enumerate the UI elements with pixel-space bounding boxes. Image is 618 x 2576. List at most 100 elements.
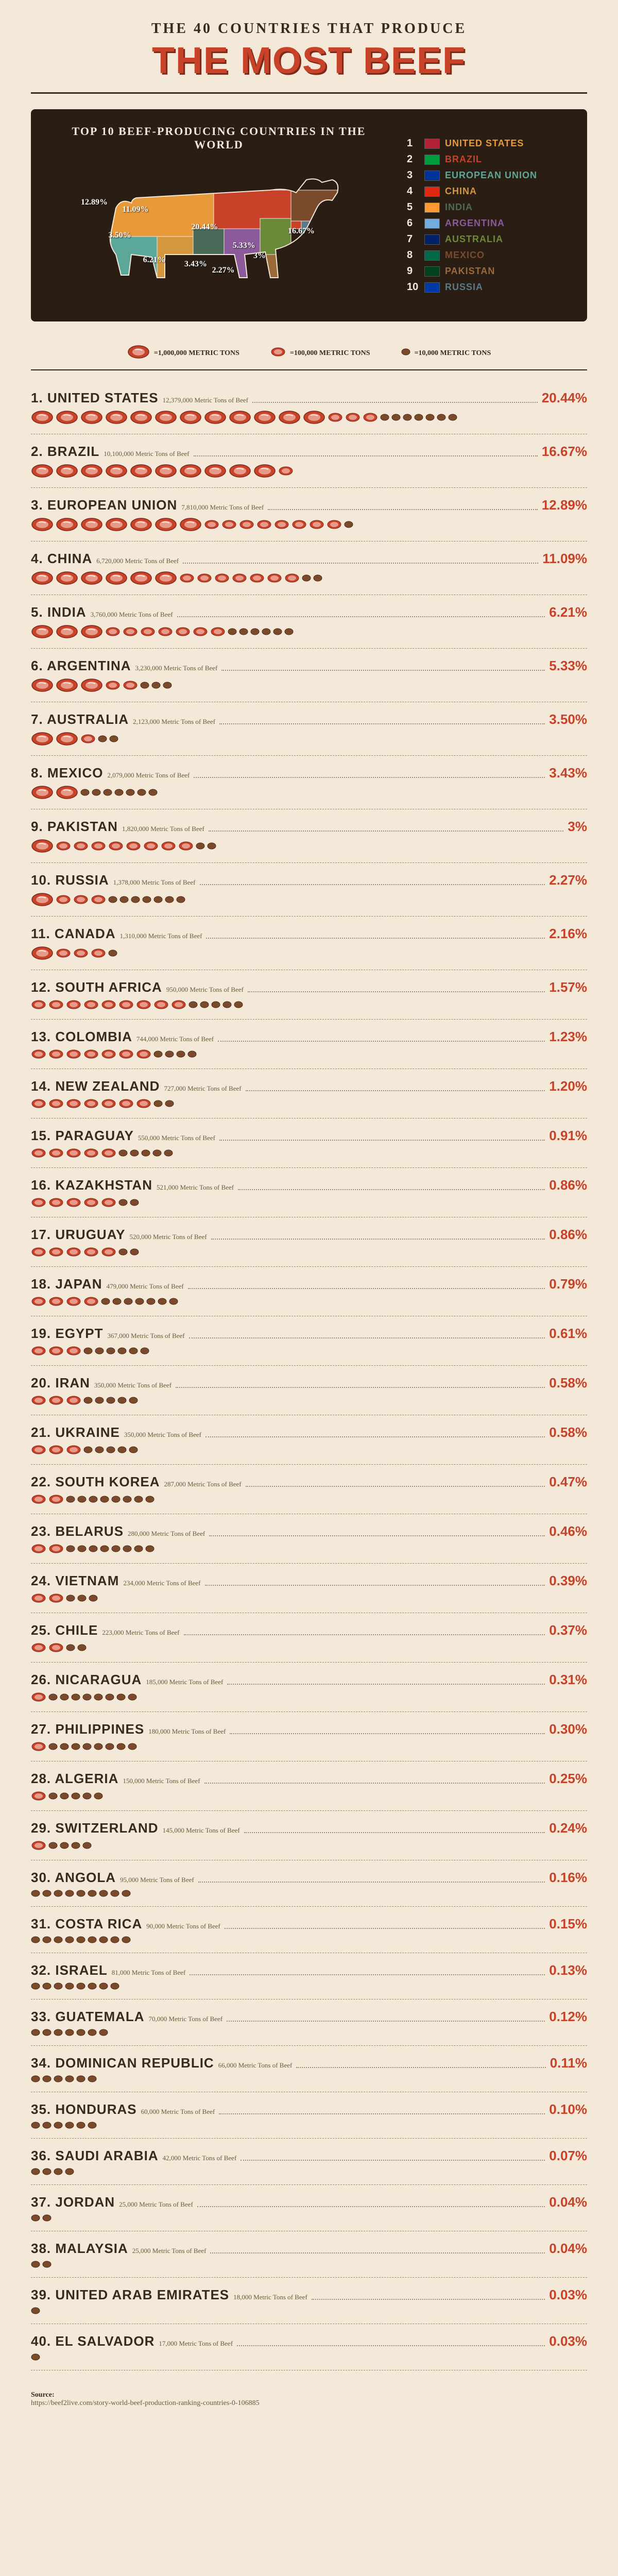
steak-small-icon	[129, 1347, 138, 1354]
steak-med-icon	[161, 841, 176, 851]
country-name: 9. PAKISTAN	[31, 819, 118, 835]
steak-small-icon	[112, 1298, 122, 1305]
steak-small-icon	[344, 521, 353, 528]
steak-med-icon	[66, 1197, 81, 1208]
icon-row	[31, 2122, 587, 2129]
dots	[244, 1832, 545, 1833]
segment-label: 3.50%	[109, 231, 131, 240]
steak-small-icon	[42, 1982, 52, 1990]
steak-large-icon	[130, 464, 152, 478]
country-row: 21. UKRAINE 350,000 Metric Tons of Beef …	[31, 1415, 587, 1465]
steak-small-icon	[42, 2261, 52, 2268]
country-row: 4. CHINA 6,720,000 Metric Tons of Beef 1…	[31, 541, 587, 595]
country-tons: 3,760,000 Metric Tons of Beef	[91, 611, 173, 619]
steak-small-icon	[401, 348, 410, 358]
steak-small-icon	[141, 1149, 150, 1157]
steak-small-icon	[82, 1693, 92, 1701]
icon-row	[31, 1049, 587, 1059]
country-name: 17. URUGUAY	[31, 1227, 125, 1243]
steak-med-icon	[118, 999, 134, 1010]
steak-small-icon	[99, 2029, 108, 2036]
steak-small-icon	[65, 2029, 74, 2036]
country-tons: 287,000 Metric Tons of Beef	[164, 1480, 242, 1488]
top10-name: CHINA	[445, 186, 477, 197]
segment-label: 11.09%	[122, 205, 148, 214]
steak-small-icon	[313, 574, 322, 582]
country-name: 34. DOMINICAN REPUBLIC	[31, 2055, 214, 2071]
steak-med-icon	[73, 948, 89, 958]
icon-row	[31, 1642, 587, 1653]
country-pct: 6.21%	[549, 604, 587, 620]
steak-small-icon	[77, 1595, 87, 1602]
country-name: 7. AUSTRALIA	[31, 711, 129, 727]
dots	[184, 1634, 545, 1635]
country-tons: 234,000 Metric Tons of Beef	[123, 1579, 200, 1587]
steak-small-icon	[140, 682, 149, 689]
icon-row	[31, 839, 587, 853]
top10-name: INDIA	[445, 202, 473, 213]
steak-small-icon	[31, 2261, 40, 2268]
steak-small-icon	[414, 414, 423, 421]
steak-large-icon	[154, 571, 177, 585]
icon-row	[31, 732, 587, 746]
steak-small-icon	[60, 1842, 69, 1849]
steak-small-icon	[76, 1890, 85, 1897]
country-name: 35. HONDURAS	[31, 2102, 137, 2117]
steak-small-icon	[200, 1001, 209, 1008]
steak-small-icon	[134, 1496, 143, 1503]
icon-row	[31, 1296, 587, 1307]
steak-med-icon	[153, 999, 169, 1010]
steak-small-icon	[114, 789, 124, 796]
dots	[230, 1733, 545, 1734]
steak-small-icon	[31, 2168, 40, 2175]
dots	[246, 1485, 545, 1487]
steak-large-icon	[204, 410, 227, 425]
country-tons: 950,000 Metric Tons of Beef	[166, 986, 244, 994]
country-tons: 550,000 Metric Tons of Beef	[138, 1134, 215, 1142]
icon-row	[31, 1890, 587, 1897]
icon-row	[31, 1445, 587, 1455]
dots	[225, 1927, 545, 1929]
country-name: 28. ALGERIA	[31, 1771, 118, 1787]
country-pct: 2.16%	[549, 926, 587, 942]
dots	[204, 1782, 545, 1784]
steak-med-icon	[256, 519, 272, 530]
country-row: 17. URUGUAY 520,000 Metric Tons of Beef …	[31, 1217, 587, 1267]
steak-small-icon	[123, 1496, 132, 1503]
steak-med-icon	[158, 626, 173, 637]
steak-large-icon	[130, 571, 152, 585]
steak-small-icon	[118, 1149, 128, 1157]
steak-small-icon	[95, 1397, 104, 1404]
country-name: 13. COLOMBIA	[31, 1029, 132, 1045]
steak-med-icon	[175, 626, 191, 637]
country-tons: 520,000 Metric Tons of Beef	[129, 1233, 207, 1241]
top10-name: BRAZIL	[445, 154, 482, 165]
country-tons: 367,000 Metric Tons of Beef	[108, 1332, 185, 1340]
subtitle: THE 40 COUNTRIES THAT PRODUCE	[31, 21, 587, 37]
country-pct: 0.58%	[549, 1375, 587, 1391]
country-row: 14. NEW ZEALAND 727,000 Metric Tons of B…	[31, 1069, 587, 1118]
country-row: 5. INDIA 3,760,000 Metric Tons of Beef 6…	[31, 595, 587, 649]
steak-small-icon	[188, 1001, 198, 1008]
country-name: 14. NEW ZEALAND	[31, 1078, 160, 1094]
steak-small-icon	[110, 1936, 119, 1943]
country-pct: 0.07%	[549, 2148, 587, 2164]
country-pct: 5.33%	[549, 658, 587, 674]
steak-large-icon	[31, 624, 54, 639]
steak-small-icon	[95, 1347, 104, 1354]
steak-med-icon	[48, 1544, 64, 1554]
icon-row	[31, 678, 587, 692]
steak-large-icon	[56, 785, 78, 800]
steak-small-icon	[82, 1743, 92, 1750]
steak-large-icon	[56, 517, 78, 532]
country-name: 23. BELARUS	[31, 1523, 124, 1539]
country-row: 29. SWITZERLAND 145,000 Metric Tons of B…	[31, 1811, 587, 1860]
steak-med-icon	[66, 1098, 81, 1109]
icon-row	[31, 2214, 587, 2222]
main-title: THE MOST BEEF	[31, 40, 587, 82]
steak-small-icon	[262, 628, 271, 635]
country-tons: 744,000 Metric Tons of Beef	[136, 1035, 214, 1043]
steak-med-icon	[136, 999, 151, 1010]
top10-item: 3 EUROPEAN UNION	[407, 167, 572, 183]
steak-large-icon	[154, 517, 177, 532]
